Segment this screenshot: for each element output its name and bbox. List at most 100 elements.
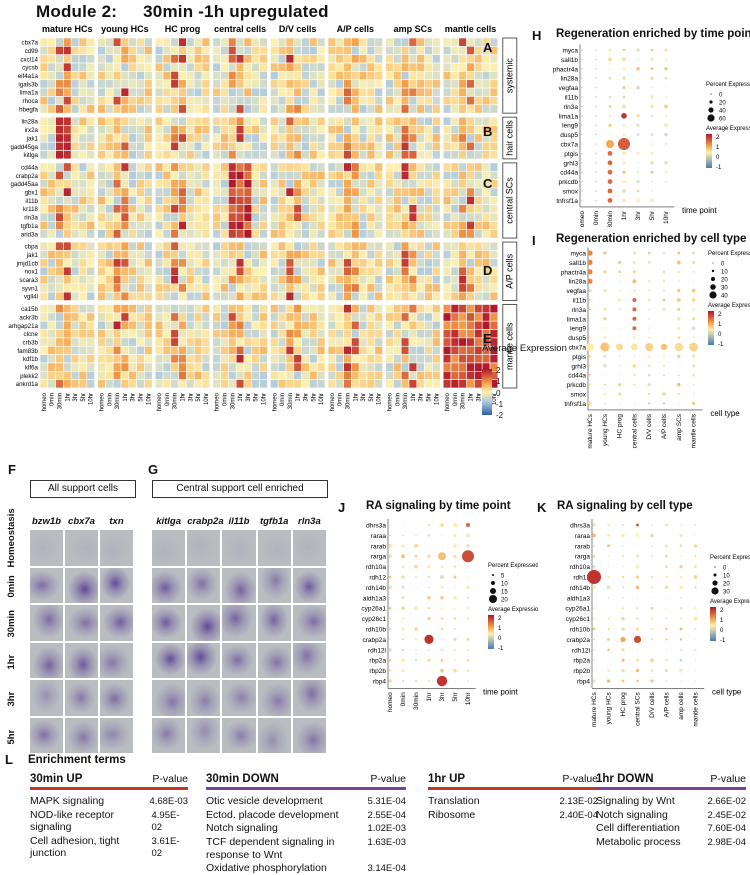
heatmap-cell [432,55,440,63]
dotplot-dot [680,544,683,547]
dotplot-gene-label: phactr4a [561,269,587,276]
heatmap-cell [302,180,310,188]
heatmap-cell [336,213,344,221]
heatmap-cell [40,242,48,250]
heatmap-cell [244,321,252,329]
heatmap-cell [137,346,145,354]
heatmap-cell [459,96,467,104]
heatmap-cell [417,105,425,113]
heatmap-cell [451,180,459,188]
heatmap-cell [144,134,152,142]
heatmap-cell [432,188,440,196]
heatmap-cell [425,242,433,250]
heatmap-gene-label: lin28a [21,119,38,126]
dotplot-dot [633,261,636,264]
heatmap-cell [244,88,252,96]
heatmap-cell [443,55,451,63]
heatmap-cell [79,284,87,292]
heatmap-cell [194,330,202,338]
heatmap-cell [351,371,359,379]
dotplot-dot [648,309,650,311]
dotplot-dot [609,77,611,79]
heatmap-cell [252,330,260,338]
heatmap-cell [137,38,145,46]
heatmap-cell [129,180,137,188]
heatmap-cell [367,346,375,354]
heatmap-cell [302,230,310,238]
heatmap-cell [317,88,325,96]
heatmap-cell [344,142,352,150]
heatmap-cell [87,213,95,221]
heatmap-cell [144,313,152,321]
heatmap-cell [71,292,79,300]
dotplot-dot [621,669,625,673]
heatmap-cell [294,213,302,221]
heatmap-cell [79,305,87,313]
heatmap-gene-label: tgfb1a [21,223,39,230]
heatmap-cell [186,284,194,292]
heatmap-cell [328,188,336,196]
heatmap-cell [137,259,145,267]
heatmap-cell [270,346,278,354]
heatmap-cell [482,305,490,313]
enrichment-term: Otic vesicle development [206,795,323,808]
dotplot-dot [454,608,455,609]
heatmap-cell [155,284,163,292]
heatmap-cell [40,213,48,221]
heatmap-cell [474,313,482,321]
heatmap-cell [213,321,221,329]
heatmap-cell [56,205,64,213]
enrichment-term: Signaling by Wnt [596,795,675,808]
heatmap-cell [409,221,417,229]
heatmap-cell [278,46,286,54]
heatmap-cell [56,250,64,258]
heatmap-cell [163,330,171,338]
heatmap-cell [252,46,260,54]
heatmap-cell [228,142,236,150]
dotplot-dot [666,597,667,598]
heatmap-cell [244,63,252,71]
heatmap-cell [98,230,106,238]
dotplot-dot [651,87,652,88]
heatmap-cell [121,134,129,142]
heatmap-cell [375,313,383,321]
dotplot-dot [677,252,680,255]
dotplot-dot [595,162,597,164]
dotplot-dot [587,279,592,284]
heatmap-cell [71,313,79,321]
dotplot-gene-label: il11b [573,298,587,305]
dotplot-dot [633,270,636,273]
heatmap-cell [221,142,229,150]
heatmap-cell [63,213,71,221]
heatmap-cell [467,80,475,88]
heatmap-cell [367,188,375,196]
heatmap-cell [270,188,278,196]
heatmap-cell [409,205,417,213]
heatmap-cell [186,105,194,113]
dotplot-dot [437,676,447,686]
heatmap-cell [467,188,475,196]
heatmap-cell [386,321,394,329]
dotplot-dot [636,669,639,672]
heatmap-cell [309,305,317,313]
heatmap-cell [474,205,482,213]
dotplot-dot [401,607,404,610]
heatmap-cell [48,363,56,371]
heatmap-cell [244,284,252,292]
heatmap-cell [87,188,95,196]
heatmap-cell [155,380,163,388]
heatmap-cell [63,180,71,188]
heatmap-gene-label: kr118 [23,206,39,213]
heatmap-cell [474,355,482,363]
heatmap-cell [432,163,440,171]
ish-image-tile [100,530,133,566]
heatmap-gene-label: ackr3b [19,314,38,321]
heatmap-cell [48,346,56,354]
dotplot-size-legend-dot [708,107,713,112]
heatmap-cell [105,196,113,204]
heatmap-cell [260,305,268,313]
heatmap-cell [309,188,317,196]
heatmap-cell [48,163,56,171]
heatmap-cell [40,250,48,258]
heatmap-cell [179,105,187,113]
